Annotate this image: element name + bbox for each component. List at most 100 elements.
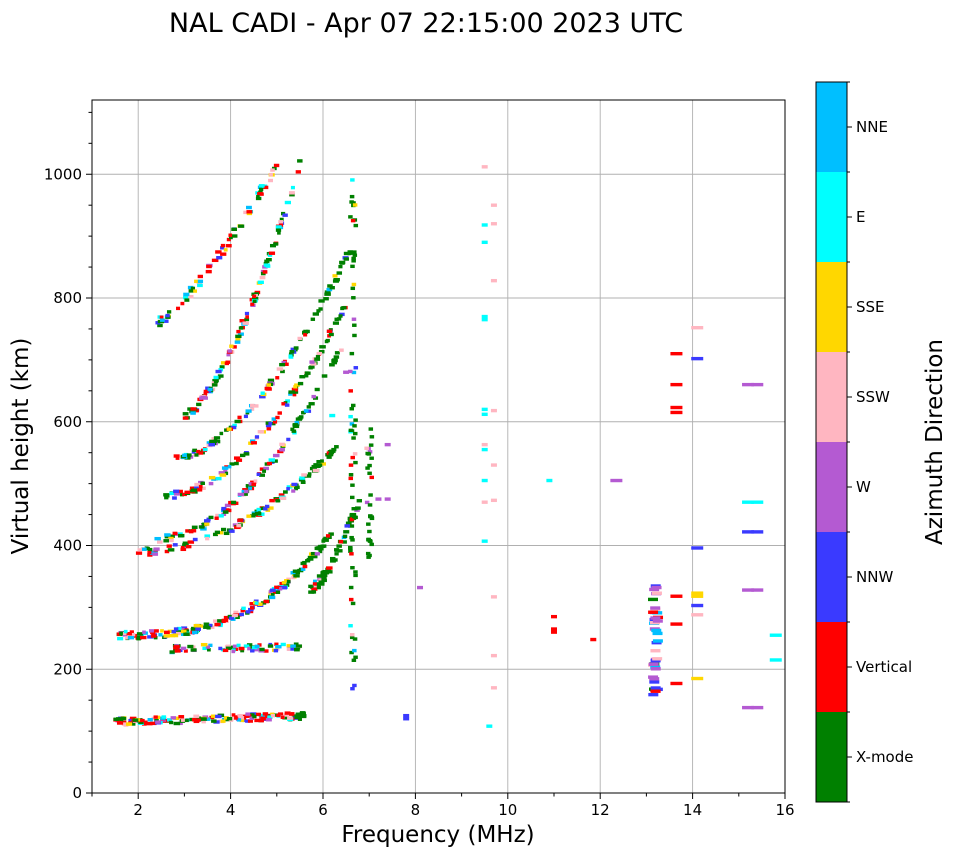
echo-point (249, 602, 255, 606)
echo-point (311, 590, 317, 594)
echo-point (648, 610, 659, 614)
echo-point (285, 399, 290, 403)
echo-point (481, 500, 488, 504)
echo-point (351, 658, 357, 662)
echo-point (334, 552, 339, 556)
echo-point (246, 514, 252, 518)
echo-point (364, 500, 370, 505)
echo-point (318, 299, 325, 303)
y-tick-label: 800 (53, 289, 82, 307)
echo-point (319, 345, 326, 349)
echo-point (299, 476, 306, 480)
echo-point (168, 534, 175, 538)
echo-point (153, 715, 158, 719)
echo-point (245, 610, 251, 614)
echo-point (649, 587, 660, 592)
colorbar-tick-label: NNW (856, 568, 893, 586)
echo-point (691, 356, 704, 361)
echo-point (218, 646, 223, 651)
echo-point (293, 346, 299, 350)
echo-point (278, 493, 285, 497)
y-axis-label: Virtual height (km) (8, 338, 34, 555)
echo-point (224, 361, 230, 366)
echo-point (222, 510, 229, 514)
echo-point (279, 223, 284, 227)
echo-point (336, 317, 342, 321)
echo-point (270, 421, 276, 426)
echo-point (291, 575, 296, 580)
echo-point (287, 647, 295, 651)
echo-point (239, 319, 246, 323)
echo-point (190, 407, 197, 411)
echo-point (232, 345, 237, 349)
echo-point (195, 716, 202, 720)
echo-point (173, 633, 178, 637)
chart-title: NAL CADI - Apr 07 22:15:00 2023 UTC (169, 8, 683, 39)
echo-point (116, 721, 124, 725)
echo-point (236, 718, 242, 722)
echo-point (158, 633, 163, 637)
echo-point (369, 542, 374, 547)
echo-point (203, 391, 208, 396)
echo-point (691, 676, 704, 681)
echo-point (329, 363, 335, 367)
echo-point (228, 500, 234, 505)
echo-point (224, 503, 231, 508)
echo-point (180, 492, 184, 497)
echo-point (417, 585, 424, 590)
echo-point (238, 716, 244, 720)
echo-point (267, 253, 273, 257)
echo-point (343, 251, 350, 256)
echo-point (348, 215, 353, 219)
echo-point (348, 585, 354, 590)
echo-point (352, 250, 357, 254)
echo-point (270, 593, 275, 597)
echo-point (316, 574, 324, 578)
echo-point (331, 447, 337, 452)
echo-point (169, 720, 174, 725)
echo-point (168, 633, 175, 638)
echo-point (243, 489, 249, 494)
echo-point (301, 473, 307, 477)
echo-point (182, 416, 189, 420)
echo-point (326, 329, 333, 334)
echo-point (231, 234, 238, 238)
echo-point (211, 383, 218, 387)
echo-point (259, 467, 266, 471)
echo-point (350, 286, 356, 291)
echo-point (691, 603, 704, 608)
echo-point (312, 468, 320, 473)
echo-point (267, 506, 274, 510)
echo-point (226, 352, 231, 357)
echo-point (648, 692, 659, 697)
echo-point (610, 478, 623, 483)
echo-point (338, 264, 343, 269)
echo-point (169, 650, 175, 654)
echo-point (226, 716, 233, 721)
echo-point (264, 504, 270, 509)
echo-point (266, 383, 271, 387)
echo-point (204, 522, 210, 526)
echo-point (311, 587, 318, 591)
echo-point (649, 621, 660, 625)
echo-point (350, 633, 355, 637)
echo-point (190, 411, 196, 415)
echo-point (340, 306, 345, 311)
echo-point (157, 540, 163, 544)
echo-point (188, 289, 194, 293)
echo-point (309, 466, 315, 471)
echo-point (308, 557, 314, 561)
echo-point (328, 532, 334, 536)
echo-point (353, 460, 358, 465)
echo-point (369, 456, 374, 460)
echo-point (220, 361, 228, 365)
echo-point (235, 334, 242, 339)
echo-point (154, 629, 159, 633)
echo-point (291, 489, 296, 493)
echo-point (367, 529, 372, 534)
echo-point (120, 716, 125, 721)
echo-point (350, 483, 355, 487)
echo-point (293, 423, 298, 427)
echo-point (212, 619, 219, 623)
echo-point (297, 717, 302, 721)
